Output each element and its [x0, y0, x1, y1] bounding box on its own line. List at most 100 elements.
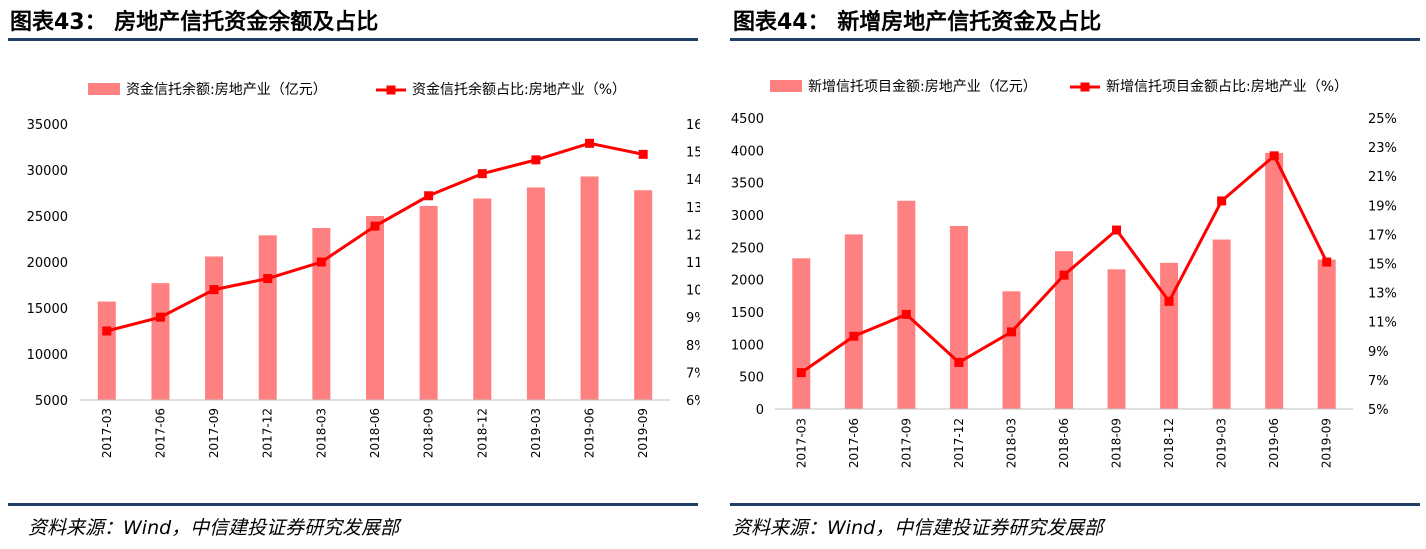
legend-swatch-marker	[386, 85, 396, 95]
right-axis-tick-label: 16%	[686, 118, 700, 133]
bar	[897, 200, 916, 409]
left-axis-tick-label: 2000	[731, 274, 764, 289]
x-axis-tick-label: 2017-03	[100, 408, 114, 458]
x-axis-tick-label: 2017-12	[952, 418, 966, 468]
x-axis-tick-label: 2018-12	[1162, 418, 1176, 468]
line-point	[155, 312, 165, 322]
right-axis-tick-label: 13%	[1368, 287, 1397, 302]
left-axis-tick-label: 3500	[731, 177, 764, 192]
bottom-rule-1	[8, 503, 698, 506]
bar	[473, 198, 492, 400]
legend-label-line: 资金信托余额占比:房地产业（%）	[412, 81, 626, 98]
line-point	[316, 257, 326, 267]
legend-swatch-bar	[770, 80, 802, 92]
x-axis-tick-label: 2018-03	[314, 408, 328, 458]
bar	[792, 258, 811, 409]
bottom-rule-2	[730, 503, 1420, 506]
legend-label-bar: 新增信托项目金额:房地产业（亿元）	[808, 79, 1037, 95]
line-point	[849, 331, 859, 341]
bar	[205, 256, 224, 400]
left-axis-tick-label: 10000	[27, 348, 68, 363]
x-axis-tick-label: 2019-09	[1320, 418, 1334, 468]
title-rule-2	[730, 38, 1420, 41]
x-axis-tick-label: 2017-06	[153, 408, 167, 458]
line-point	[638, 149, 648, 159]
bar	[634, 190, 653, 400]
x-axis-tick-label: 2018-06	[368, 408, 382, 458]
right-axis-tick-label: 7%	[1368, 374, 1389, 389]
bar	[1317, 259, 1336, 409]
title-rule-1	[8, 38, 698, 41]
line-point	[796, 368, 806, 378]
x-axis-tick-label: 2018-12	[475, 408, 489, 458]
bar	[258, 235, 277, 400]
left-axis-tick-label: 1500	[731, 306, 764, 321]
legend-swatch-marker	[1080, 82, 1090, 92]
bar	[151, 283, 170, 400]
right-axis-tick-label: 21%	[1368, 170, 1397, 185]
left-axis-tick-label: 4000	[731, 144, 764, 159]
right-axis-tick-label: 6%	[686, 394, 700, 409]
right-axis-tick-label: 13%	[686, 201, 700, 216]
bar	[97, 301, 116, 400]
x-axis-tick-label: 2017-03	[794, 418, 808, 468]
right-axis-tick-label: 15%	[686, 146, 700, 161]
bar	[312, 227, 331, 400]
left-axis-tick-label: 25000	[27, 210, 68, 225]
x-axis-tick-label: 2018-09	[1110, 418, 1124, 468]
chart-title-2: 图表44： 新增房地产信托资金及占比	[733, 10, 1102, 35]
chart-2: 0 500 1000 1500 2000 2500 3000 3500 4000 4500 5% 7%…	[731, 79, 1397, 468]
right-axis-tick-label: 19%	[1368, 199, 1397, 214]
right-axis-tick-label: 15%	[1368, 258, 1397, 273]
line-point	[102, 326, 112, 336]
line-point	[424, 191, 434, 201]
line-point	[370, 221, 380, 231]
chart-title-1: 图表43： 房地产信托资金余额及占比	[10, 10, 379, 35]
bar	[1160, 262, 1179, 409]
left-axis-tick-label: 500	[739, 371, 764, 386]
left-axis-tick-label: 35000	[27, 118, 68, 133]
right-axis-tick-label: 7%	[686, 366, 700, 381]
left-axis-tick-label: 30000	[27, 164, 68, 179]
right-axis-tick-label: 9%	[1368, 345, 1389, 360]
bar	[1212, 239, 1231, 409]
left-axis-tick-label: 1000	[731, 338, 764, 353]
left-axis-tick-label: 3000	[731, 209, 764, 224]
line-point	[1269, 151, 1279, 161]
right-axis-tick-label: 12%	[686, 228, 700, 243]
x-axis-tick-label: 2017-09	[207, 408, 221, 458]
source-note-2: 资料来源：Wind，中信建投证券研究发展部	[732, 517, 1104, 539]
x-axis-tick-label: 2019-06	[583, 408, 597, 458]
line-point	[1006, 327, 1016, 337]
left-axis-tick-label: 15000	[27, 302, 68, 317]
bar	[1002, 291, 1021, 409]
bar	[844, 234, 863, 409]
x-axis-tick-label: 2018-06	[1057, 418, 1071, 468]
x-axis-tick-label: 2017-12	[261, 408, 275, 458]
line-point	[1217, 196, 1227, 206]
line-point	[209, 285, 219, 295]
line-point	[477, 169, 487, 179]
line-point	[901, 309, 911, 319]
line-point	[1164, 296, 1174, 306]
line-point	[954, 357, 964, 367]
x-axis-tick-label: 2017-09	[899, 418, 913, 468]
line-point	[263, 274, 273, 284]
x-axis-tick-label: 2019-03	[1215, 418, 1229, 468]
bar	[1055, 251, 1073, 409]
left-axis-tick-label: 4500	[731, 112, 764, 127]
bar	[949, 225, 968, 409]
x-axis-tick-label: 2019-03	[529, 408, 543, 458]
x-axis-tick-label: 2019-06	[1267, 418, 1281, 468]
left-axis-tick-label: 0	[756, 403, 764, 418]
legend-label-line: 新增信托项目金额占比:房地产业（%）	[1106, 79, 1348, 95]
left-axis-tick-label: 20000	[27, 256, 68, 271]
x-axis-tick-label: 2017-06	[847, 418, 861, 468]
right-axis-tick-label: 5%	[1368, 403, 1389, 418]
bar	[526, 187, 545, 400]
right-axis-tick-label: 9%	[686, 311, 700, 326]
right-axis-tick-label: 10%	[686, 284, 700, 299]
bar	[580, 176, 599, 400]
source-note-1: 资料来源：Wind，中信建投证券研究发展部	[28, 517, 400, 539]
line-point	[1059, 270, 1069, 280]
